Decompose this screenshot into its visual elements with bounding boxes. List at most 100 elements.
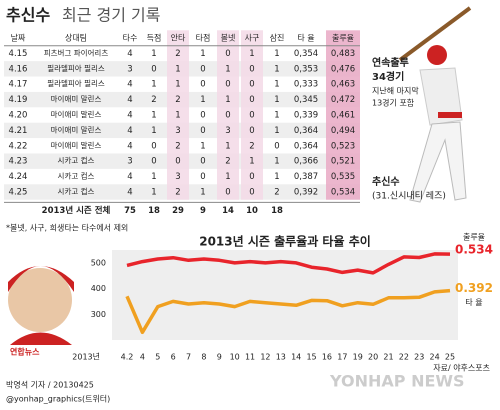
table-cell: 3	[127, 157, 132, 167]
table-cell: 4.21	[9, 126, 28, 136]
watermark: YONHAP NEWS	[329, 372, 465, 391]
table-cell: 4	[127, 126, 132, 136]
table-cell: 2	[151, 95, 156, 105]
x-tick-label: 4.2	[121, 353, 134, 362]
table-cell: 2	[225, 157, 230, 167]
table-cell: 0	[249, 172, 254, 182]
player-photo	[398, 6, 472, 203]
table-cell: 3	[225, 126, 230, 136]
logo: 연합뉴스	[10, 347, 40, 357]
table-cell: 0,472	[331, 95, 355, 105]
table-cell: 0	[151, 157, 156, 167]
table-cell: 0,353	[294, 64, 318, 74]
reporter: 박영석 기자 / 20130425	[6, 380, 94, 390]
table-cell: 0	[151, 141, 156, 151]
table-cell: 2	[175, 188, 180, 198]
table-cell: 0	[200, 64, 205, 74]
table-cell: 0,476	[331, 64, 355, 74]
table-cell: 마이애미 말린스	[51, 109, 102, 119]
source: 자료/ 야후스포츠	[433, 363, 490, 373]
table-cell: 1	[225, 141, 230, 151]
table-cell: 2	[175, 141, 180, 151]
table-cell: 4.15	[9, 49, 28, 59]
column-header: 볼넷	[221, 33, 236, 43]
table-cell: 1	[225, 172, 230, 182]
streak-note: 13경기 포함	[372, 98, 415, 108]
table-cell: 0,523	[331, 141, 355, 151]
table-cell: 4.20	[9, 111, 28, 121]
chart: 300 400 500 4.2 4 5 6 7 8 9 10 11 12 13 14 15 16 17 19 20 21…	[91, 232, 493, 362]
table-cell: 0	[151, 64, 156, 74]
table-cell: 마이애미 말린스	[51, 140, 102, 150]
table-cell: 필라델피아 필리스	[47, 78, 105, 88]
table-cell: 0	[225, 188, 230, 198]
x-tick-label: 25	[445, 353, 455, 362]
table-cell: 0,366	[294, 157, 318, 167]
table-cell: 1	[274, 111, 279, 121]
x-tick-label: 12	[260, 353, 270, 362]
table-cell: 0,521	[331, 157, 355, 167]
table-cell: 1	[225, 95, 230, 105]
table-cell: 0,354	[294, 49, 318, 59]
table-cell: 1	[200, 49, 205, 59]
table-cell: 0,364	[294, 141, 318, 151]
x-tick-label: 7	[186, 353, 191, 362]
table-cell: 0	[249, 126, 254, 136]
table-cell: 1	[175, 111, 180, 121]
table-cell: 0,483	[331, 49, 355, 59]
table-cell: 1	[151, 111, 156, 121]
column-header: 상대팀	[65, 33, 87, 43]
table-cell: 0	[249, 64, 254, 74]
table-cell: 0,392	[294, 188, 318, 198]
table-cell: 4.25	[9, 188, 28, 198]
table-cell: 1	[151, 172, 156, 182]
table-cell: 1	[200, 95, 205, 105]
table-cell: 1	[200, 188, 205, 198]
column-header: 타점	[196, 33, 211, 43]
table-cell: 4.16	[9, 64, 28, 74]
column-highlight	[167, 30, 189, 200]
plot-background	[112, 250, 458, 340]
table-cell: 1	[274, 64, 279, 74]
table-cell: 1	[151, 126, 156, 136]
table-cell: 0	[249, 95, 254, 105]
table-cell: 0	[225, 80, 230, 90]
x-tick-label: 16	[322, 353, 332, 362]
table-cell: 1	[151, 80, 156, 90]
table-cell: 마이애미 말린스	[51, 124, 102, 134]
table-cell: 4	[127, 172, 132, 182]
title-name: 추신수	[6, 6, 50, 25]
table-cell: 0,339	[294, 111, 318, 121]
x-tick-label: 6	[171, 353, 176, 362]
x-tick-label: 10	[230, 353, 240, 362]
table-cell: 0,534	[331, 188, 355, 198]
table-cell: 1	[225, 64, 230, 74]
x-tick-label: 24	[430, 353, 440, 362]
bat	[398, 6, 472, 62]
table-cell: 1	[274, 157, 279, 167]
table-cell: 2	[175, 95, 180, 105]
footnote: *볼넷, 사구, 희생타는 타수에서 제외	[6, 223, 128, 233]
column-header: 출루율	[332, 33, 354, 43]
table-cell: 0	[200, 172, 205, 182]
chart-title: 2013년 시즌 출루율과 타율 추이	[199, 234, 371, 249]
table-cell: 0,461	[331, 111, 355, 121]
table-cell: 1	[249, 49, 254, 59]
table-cell: 3	[127, 64, 132, 74]
series-line	[126, 252, 451, 275]
x-tick-label: 14	[291, 353, 301, 362]
column-highlight	[217, 30, 239, 200]
x-tick-label: 11	[245, 353, 255, 362]
total-cell: 29	[172, 206, 184, 216]
y-tick-label: 400	[91, 284, 106, 293]
table-cell: 0,364	[294, 126, 318, 136]
shirt	[10, 332, 72, 345]
total-cell: 9	[200, 206, 206, 216]
table-cell: 4	[127, 111, 132, 121]
total-cell: 10	[246, 206, 258, 216]
table-cell: 2	[175, 49, 180, 59]
x-prefix: 2013년	[72, 352, 100, 362]
streak-title: 연속출루	[372, 56, 409, 69]
table-cell: 4.17	[9, 80, 28, 90]
belt	[438, 112, 462, 118]
